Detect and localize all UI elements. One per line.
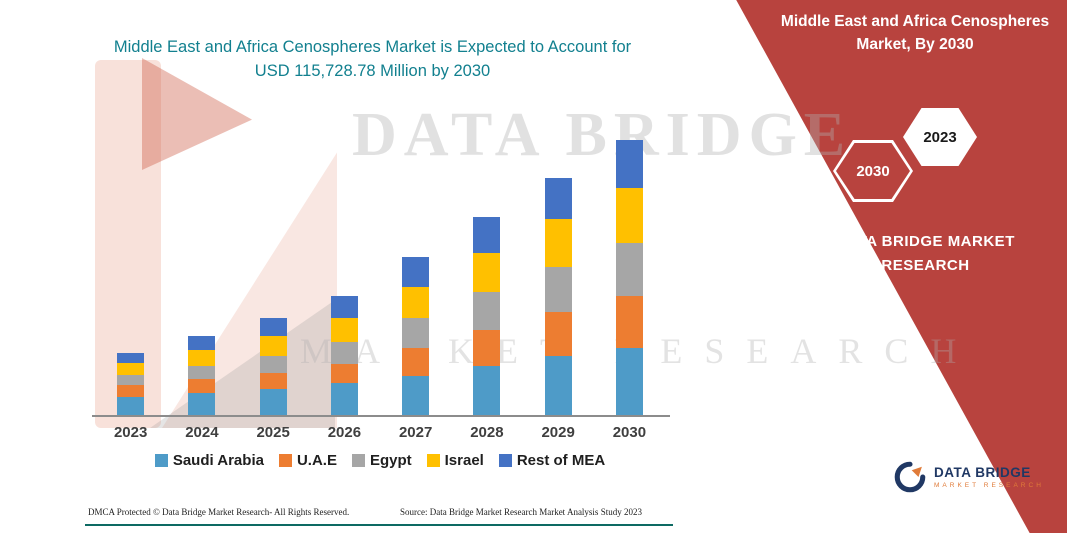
bar-segment-2026-egypt (330, 341, 358, 364)
bar-segment-2024-rest-of-mea (188, 335, 216, 350)
footer-divider-line (85, 524, 673, 526)
bar-segment-2025-rest-of-mea (259, 318, 287, 336)
bar-segment-2028-rest-of-mea (473, 217, 501, 254)
bar-segment-2023-rest-of-mea (117, 352, 145, 363)
x-tick-label-2026: 2026 (327, 424, 362, 441)
bar-segment-2025-u-a-e (259, 373, 287, 390)
footer-dmca-text: DMCA Protected © Data Bridge Market Rese… (88, 507, 350, 517)
logo-subtitle: MARKET RESEARCH (934, 482, 1044, 489)
bar-segment-2030-rest-of-mea (615, 140, 643, 188)
legend-item-egypt: Egypt (351, 452, 412, 469)
bar-segment-2024-israel (188, 349, 216, 366)
legend-label: Israel (444, 452, 484, 469)
legend-label: Saudi Arabia (172, 452, 264, 469)
bar-segment-2027-israel (402, 286, 430, 319)
x-tick-label-2030: 2030 (612, 424, 647, 441)
legend-swatch (426, 454, 440, 467)
x-tick-label-2025: 2025 (256, 424, 290, 441)
bar-segment-2030-israel (615, 187, 643, 243)
bar-segment-2025-israel (259, 335, 287, 356)
bar-segment-2027-u-a-e (402, 347, 430, 376)
bar-segment-2029-rest-of-mea (544, 177, 572, 220)
data-bridge-logo-icon (894, 461, 926, 493)
bar-segment-2024-u-a-e (188, 379, 216, 394)
x-tick-label-2027: 2027 (398, 424, 433, 441)
legend-swatch (351, 454, 365, 467)
legend-label: U.A.E (296, 452, 337, 469)
legend-swatch (154, 454, 168, 467)
bar-segment-2025-saudi-arabia (259, 389, 287, 415)
bar-segment-2027-saudi-arabia (402, 375, 430, 415)
panel-heading: Middle East and Africa Cenospheres Marke… (780, 13, 1050, 54)
bar-segment-2030-egypt (615, 243, 643, 297)
logo-text-block: DATA BRIDGE MARKET RESEARCH (934, 465, 1044, 489)
x-tick-label-2028: 2028 (470, 424, 504, 441)
bar-segment-2029-israel (544, 219, 572, 267)
bar-segment-2029-u-a-e (544, 312, 572, 356)
legend-swatch (278, 454, 292, 467)
bar-segment-2023-saudi-arabia (117, 397, 145, 415)
logo-name: DATA BRIDGE (934, 465, 1031, 480)
bar-segment-2026-saudi-arabia (330, 383, 358, 415)
bar-segment-2023-egypt (117, 375, 145, 386)
x-tick-label-2029: 2029 (541, 424, 575, 441)
bar-segment-2024-egypt (188, 365, 216, 380)
bar-segment-2024-saudi-arabia (188, 393, 216, 415)
bar-segment-2028-u-a-e (473, 329, 501, 366)
x-labels: 2023 2024 2025 2026 2027 2028 2029 2030 (95, 424, 665, 446)
legend-label: Rest of MEA (516, 452, 606, 469)
bar-segment-2025-egypt (259, 355, 287, 374)
bars-plot (95, 130, 665, 415)
x-axis-line (92, 415, 670, 417)
bar-segment-2027-egypt (402, 318, 430, 348)
x-tick-label-2023: 2023 (113, 424, 148, 441)
bar-segment-2028-egypt (473, 292, 501, 330)
legend-swatch (498, 454, 512, 467)
bar-segment-2030-saudi-arabia (615, 347, 643, 415)
footer-source-text: Source: Data Bridge Market Research Mark… (400, 507, 642, 517)
hexagon-badge-2030-label: 2030 (836, 143, 910, 199)
data-bridge-logo: DATA BRIDGE MARKET RESEARCH (893, 460, 1044, 494)
chart-title: Middle East and Africa Cenospheres Marke… (113, 38, 632, 80)
bar-segment-2028-israel (473, 253, 501, 293)
bar-segment-2029-egypt (544, 266, 572, 313)
hexagon-badge-2023-label: 2023 (906, 111, 974, 163)
bar-segment-2027-rest-of-mea (402, 256, 430, 287)
watermark-text-data-bridge: DATA BRIDGE (352, 101, 853, 169)
bar-segment-2028-saudi-arabia (473, 365, 501, 415)
chart-legend: Saudi Arabia U.A.E Egypt Israel Rest of MEA (80, 452, 680, 469)
bar-segment-2026-rest-of-mea (330, 296, 358, 319)
legend-label: Egypt (369, 452, 412, 469)
x-tick-label-2024: 2024 (185, 424, 219, 441)
bar-segment-2030-u-a-e (615, 296, 643, 348)
bar-segment-2023-israel (117, 362, 145, 376)
legend-item-saudi-arabia: Saudi Arabia (154, 452, 264, 469)
bar-segment-2029-saudi-arabia (544, 355, 572, 415)
bar-segment-2023-u-a-e (117, 385, 145, 398)
panel-brand-text: DATA BRIDGE MARKET RESEARCH (836, 233, 1015, 274)
bar-segment-2026-israel (330, 318, 358, 342)
legend-item-u-a-e: U.A.E (278, 452, 337, 469)
legend-item-israel: Israel (426, 452, 484, 469)
bar-segment-2026-u-a-e (330, 363, 358, 384)
legend-item-rest-of-mea: Rest of MEA (498, 452, 606, 469)
